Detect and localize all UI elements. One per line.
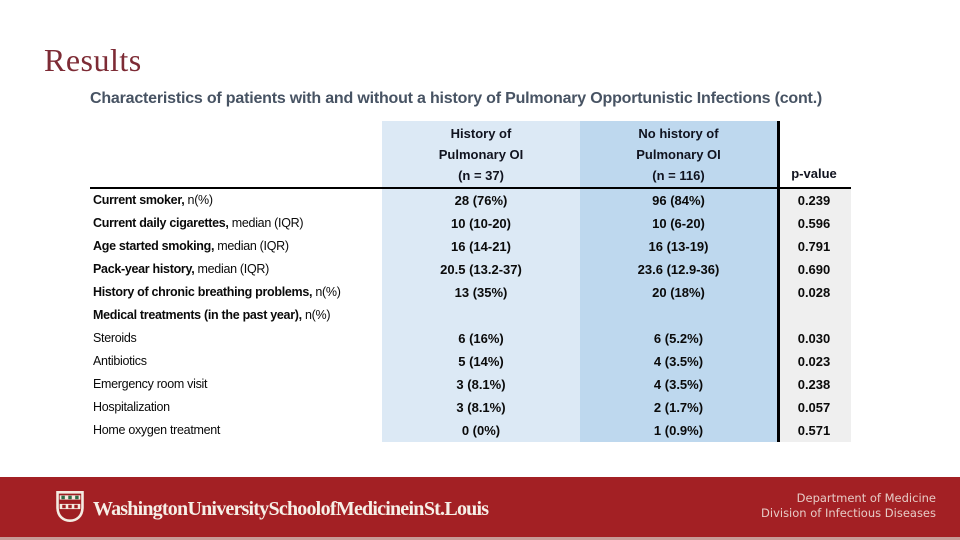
footer-bottom-strip xyxy=(0,537,960,540)
table-row-group-heading: Medical treatments (in the past year), n… xyxy=(90,304,851,327)
slide-subtitle: Characteristics of patients with and wit… xyxy=(90,90,823,107)
header-pvalue: p-value xyxy=(777,121,851,187)
pvalue-divider-rule xyxy=(777,121,780,442)
footer-department-block: Department of Medicine Division of Infec… xyxy=(761,491,936,521)
table-header-row: History of Pulmonary OI (n = 37) No hist… xyxy=(90,121,851,189)
page-title: Results xyxy=(44,42,142,78)
washu-wordmark: Washington University School of Medicine… xyxy=(93,497,489,520)
table-row: Home oxygen treatment 0 (0%) 1 (0.9%) 0.… xyxy=(90,419,851,442)
washu-shield-icon xyxy=(56,491,84,527)
table-row: Antibiotics 5 (14%) 4 (3.5%) 0.023 xyxy=(90,350,851,373)
table-row: Age started smoking, median (IQR) 16 (14… xyxy=(90,235,851,258)
washu-brand: Washington University School of Medicine… xyxy=(56,491,489,527)
table-row: Emergency room visit 3 (8.1%) 4 (3.5%) 0… xyxy=(90,373,851,396)
header-history-oi: History of Pulmonary OI (n = 37) xyxy=(382,121,580,187)
table-row: Steroids 6 (16%) 6 (5.2%) 0.030 xyxy=(90,327,851,350)
footer-bar: Washington University School of Medicine… xyxy=(0,477,960,540)
table-row: Pack-year history, median (IQR) 20.5 (13… xyxy=(90,258,851,281)
table-row: Current smoker, n(%) 28 (76%) 96 (84%) 0… xyxy=(90,189,851,212)
table-row: Hospitalization 3 (8.1%) 2 (1.7%) 0.057 xyxy=(90,396,851,419)
table-row: History of chronic breathing problems, n… xyxy=(90,281,851,304)
header-spacer xyxy=(90,121,382,187)
patient-characteristics-table: History of Pulmonary OI (n = 37) No hist… xyxy=(90,121,851,442)
footer-division: Division of Infectious Diseases xyxy=(761,506,936,520)
header-no-history-oi: No history of Pulmonary OI (n = 116) xyxy=(580,121,777,187)
footer-department: Department of Medicine xyxy=(796,491,936,505)
table-row: Current daily cigarettes, median (IQR) 1… xyxy=(90,212,851,235)
